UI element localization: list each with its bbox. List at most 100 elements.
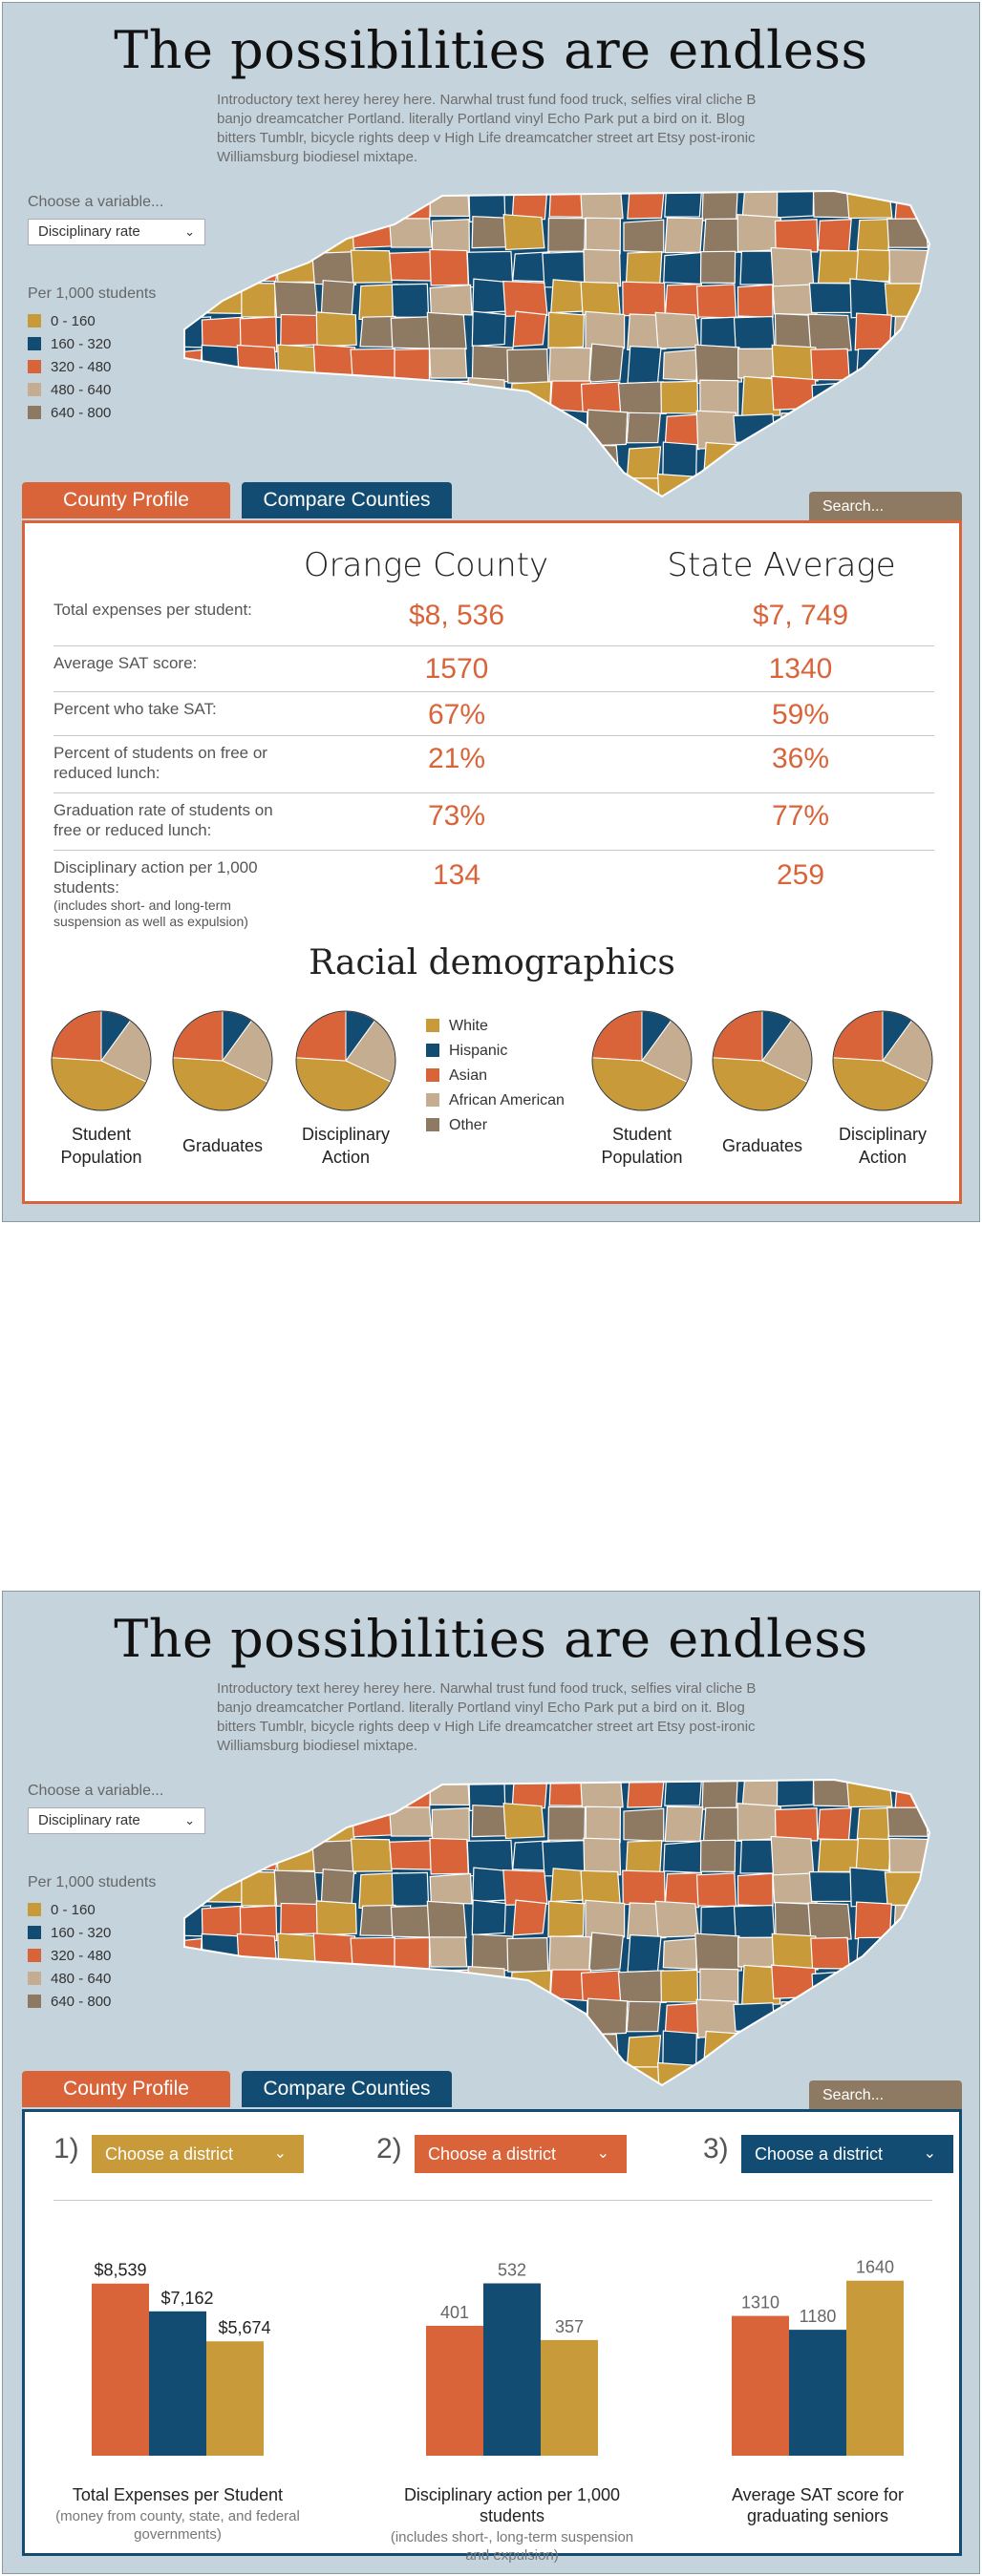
variable-select-value: Disciplinary rate	[38, 223, 140, 240]
county-shape	[198, 381, 239, 419]
county-shape	[588, 475, 630, 496]
row-label-text: Percent of students on free or reduced l…	[53, 744, 267, 782]
county-shape	[930, 1970, 958, 2000]
legend-swatch	[28, 1949, 41, 1962]
county-shape	[694, 1932, 743, 1974]
variable-select[interactable]: Disciplinary rate ⌄	[28, 219, 205, 245]
profile-row: Graduation rate of students on free or r…	[53, 792, 934, 851]
district-select-1[interactable]: Choose a district ⌄	[92, 2135, 304, 2173]
bar-chart: 1310 1180 1640	[732, 2258, 904, 2456]
county-shape	[886, 1806, 929, 1837]
county-shape	[201, 445, 238, 483]
county-shape	[892, 2034, 929, 2071]
county-shape	[654, 1900, 699, 1938]
chart-subtitle: (includes short-, long-term suspension a…	[390, 2529, 634, 2564]
county-value: 1570	[424, 653, 489, 685]
county-shape	[931, 2031, 958, 2069]
tab-compare-counties[interactable]: Compare Counties	[242, 482, 452, 518]
district-select-3[interactable]: Choose a district ⌄	[741, 2135, 953, 2173]
county-shape	[891, 409, 927, 448]
legend-label: White	[449, 1018, 488, 1034]
county-shape	[771, 375, 819, 411]
county-shape	[509, 413, 545, 450]
bar-value-label: $8,539	[94, 2261, 146, 2280]
bar-value-label: 1640	[856, 2258, 894, 2277]
county-shape	[662, 1937, 698, 1971]
county-shape	[807, 1902, 852, 1941]
county-shape	[817, 413, 860, 451]
county-shape	[430, 1969, 471, 2006]
county-shape	[817, 2002, 860, 2039]
search-input[interactable]: Search...	[809, 492, 962, 522]
county-shape	[548, 347, 591, 384]
county-shape	[426, 1900, 467, 1940]
county-shape	[282, 1966, 319, 2003]
county-shape	[350, 1936, 399, 1974]
county-shape	[930, 381, 958, 412]
row-label-text: Graduation rate of students on free or r…	[53, 801, 273, 839]
county-map[interactable]	[165, 1775, 958, 2090]
county-profile-box: Orange County State Average Total expens…	[22, 520, 962, 1204]
legend-item: 160 - 320	[28, 1922, 111, 1945]
county-shape	[279, 213, 317, 252]
county-shape	[580, 281, 621, 316]
county-shape	[769, 477, 815, 496]
county-shape	[929, 1836, 958, 1870]
tab-county-profile[interactable]: County Profile	[22, 2071, 230, 2107]
district-select-2[interactable]: Choose a district ⌄	[415, 2135, 627, 2173]
county-shape	[852, 2002, 887, 2038]
county-shape	[354, 191, 393, 221]
county-shape	[349, 440, 400, 477]
county-shape	[664, 1780, 703, 1806]
county-shape	[810, 348, 850, 381]
pie-slice	[172, 1010, 224, 1062]
county-shape	[626, 2000, 661, 2033]
county-shape	[695, 284, 737, 319]
state-value: 36%	[771, 743, 830, 774]
tab-county-profile[interactable]: County Profile	[22, 482, 230, 518]
county-shape	[733, 475, 780, 496]
county-shape	[774, 219, 819, 253]
search-input[interactable]: Search...	[809, 2080, 962, 2111]
row-label-text: Average SAT score:	[53, 654, 198, 672]
county-shape	[771, 1964, 819, 1999]
county-shape	[471, 1899, 506, 1936]
county-shape	[203, 1780, 246, 1809]
pie-label: Disciplinary Action	[838, 1125, 928, 1167]
county-shape	[884, 283, 929, 317]
county-shape	[355, 410, 392, 450]
county-shape	[930, 1999, 958, 2033]
county-shape	[388, 2029, 431, 2070]
county-shape	[622, 281, 666, 317]
county-shape	[847, 2031, 892, 2066]
legend-swatch	[426, 1068, 439, 1082]
row-label-text: Percent who take SAT:	[53, 700, 217, 718]
county-shape	[395, 191, 432, 223]
county-shape	[926, 348, 929, 380]
bar	[206, 2341, 264, 2456]
county-shape	[736, 1872, 774, 1908]
variable-select-value: Disciplinary rate	[38, 1812, 140, 1828]
county-shape	[776, 1780, 815, 1807]
county-shape	[184, 1869, 204, 1907]
county-shape	[543, 2066, 584, 2085]
county-shape	[855, 248, 892, 283]
county-shape	[733, 413, 777, 444]
county-shape	[472, 446, 516, 484]
county-shape	[467, 376, 507, 412]
tab-compare-counties[interactable]: Compare Counties	[242, 2071, 452, 2107]
variable-select[interactable]: Disciplinary rate ⌄	[28, 1807, 205, 1834]
county-shape	[243, 411, 288, 447]
county-shape	[738, 2032, 781, 2071]
bar	[149, 2311, 206, 2456]
county-shape	[617, 381, 667, 414]
county-shape	[892, 445, 929, 482]
county-shape	[429, 1872, 473, 1905]
legend-item: 0 - 160	[28, 310, 111, 333]
county-shape	[625, 250, 663, 286]
pie-label: Student Population	[601, 1125, 683, 1167]
county-shape	[886, 218, 929, 248]
bar-chart: $8,539 $7,162 $5,674	[92, 2261, 271, 2456]
county-map[interactable]	[165, 186, 958, 501]
county-shape	[512, 1899, 547, 1936]
